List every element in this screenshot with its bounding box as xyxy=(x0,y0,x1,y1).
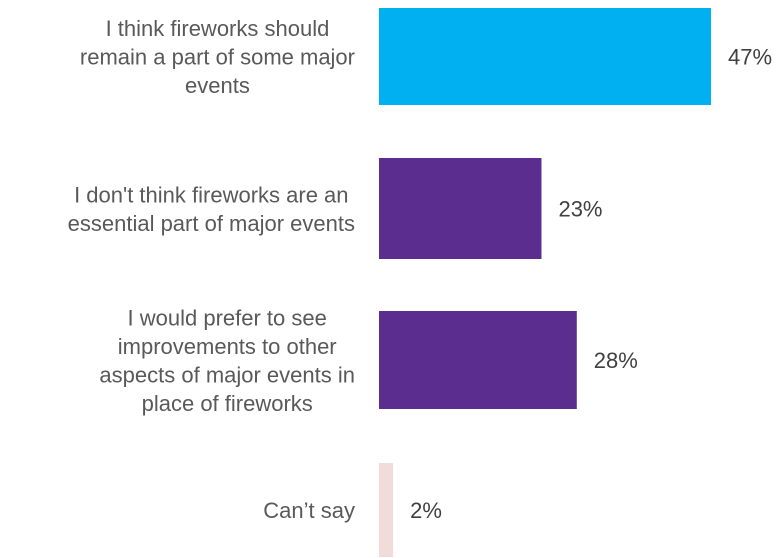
bars-group xyxy=(379,8,711,557)
category-label-line: I don't think fireworks are an xyxy=(74,182,348,207)
category-label-line: essential part of major events xyxy=(68,211,355,236)
category-label-line: I think fireworks should xyxy=(106,16,330,41)
value-label-4: 2% xyxy=(410,498,442,523)
category-label-2: I don't think fireworks are an essential … xyxy=(68,182,355,236)
category-label-1: I think fireworks should remain a part of… xyxy=(80,16,355,98)
category-label-line: aspects of major events in xyxy=(99,362,355,387)
category-label-line: improvements to other xyxy=(118,334,337,359)
category-label-line: events xyxy=(185,73,250,98)
value-label-2: 23% xyxy=(558,197,602,222)
category-label-4: Can’t say xyxy=(263,498,355,523)
category-labels-group: I think fireworks should remain a part of… xyxy=(68,16,355,523)
bar-4 xyxy=(379,463,394,557)
value-label-3: 28% xyxy=(594,348,638,373)
bar-3 xyxy=(379,311,577,409)
value-label-1: 47% xyxy=(728,45,772,70)
bar-1 xyxy=(379,8,711,105)
value-labels-group: 47% 23% 28% 2% xyxy=(410,45,772,524)
category-label-3: I would prefer to see improvements to oth… xyxy=(99,305,355,416)
category-label-line: I would prefer to see xyxy=(128,305,327,330)
bar-2 xyxy=(379,158,542,259)
category-label-line: Can’t say xyxy=(263,498,355,523)
category-label-line: place of fireworks xyxy=(142,391,313,416)
category-label-line: remain a part of some major xyxy=(80,45,355,70)
